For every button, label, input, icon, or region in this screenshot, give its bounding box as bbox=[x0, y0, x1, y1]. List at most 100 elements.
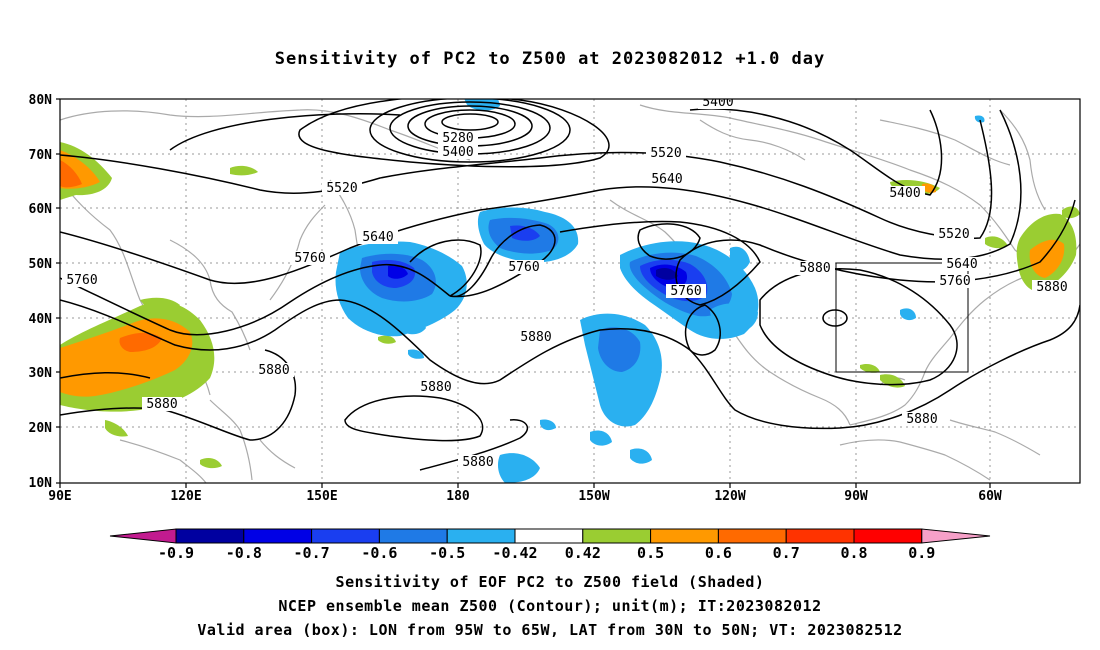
contour-label: 5880 bbox=[1036, 280, 1067, 295]
sensitivity-shading bbox=[60, 99, 1080, 483]
contour-label: 5640 bbox=[651, 172, 682, 187]
colorbar-label: 0.5 bbox=[637, 544, 664, 562]
contour-label-bg bbox=[516, 330, 556, 344]
colorbar-label: -0.42 bbox=[492, 544, 537, 562]
lon-label: 180 bbox=[446, 489, 470, 504]
contour-label: 5280 bbox=[442, 131, 473, 146]
negative-region bbox=[510, 225, 540, 241]
contour-label-bg bbox=[358, 230, 398, 244]
colorbar bbox=[109, 528, 991, 544]
lat-label: 20N bbox=[29, 421, 53, 436]
contour-label-bg bbox=[646, 146, 686, 160]
colorbar-label: 0.8 bbox=[840, 544, 867, 562]
graticule bbox=[60, 99, 1080, 483]
contour-label-bg bbox=[666, 284, 706, 298]
contour-label-bg bbox=[290, 251, 330, 265]
contour-label: 5760 bbox=[508, 260, 539, 275]
negative-region bbox=[388, 265, 408, 279]
contour-label-bg bbox=[942, 257, 982, 271]
negative-region bbox=[730, 246, 750, 271]
positive-region bbox=[119, 332, 162, 352]
colorbar-label: 0.42 bbox=[565, 544, 601, 562]
caption-shading: Sensitivity of EOF PC2 to Z500 field (Sh… bbox=[335, 573, 765, 591]
colorbar-swatch bbox=[717, 528, 787, 544]
colorbar-low-arrow bbox=[109, 528, 177, 544]
colorbar-label: -0.7 bbox=[294, 544, 330, 562]
colorbar-high-arrow bbox=[921, 528, 991, 544]
lon-label: 150E bbox=[306, 489, 337, 504]
positive-region bbox=[140, 297, 180, 313]
contour-label-bg bbox=[647, 172, 687, 186]
caption-valid-area: Valid area (box): LON from 95W to 65W, L… bbox=[197, 621, 903, 639]
colorbar-label: 0.7 bbox=[773, 544, 800, 562]
plot-title: Sensitivity of PC2 to Z500 at 2023082012… bbox=[274, 49, 826, 69]
contour-label: 5640 bbox=[946, 257, 977, 272]
lat-label: 40N bbox=[29, 312, 53, 327]
negative-region bbox=[974, 115, 985, 123]
colorbar-labels: -0.9 -0.8 -0.7 -0.6 -0.5 -0.42 0.42 0.5 0.6 0.7 0.… bbox=[158, 544, 935, 562]
colorbar-swatch bbox=[243, 528, 313, 544]
contour-label: 5400 bbox=[889, 186, 920, 201]
colorbar-swatch bbox=[175, 528, 245, 544]
negative-region bbox=[710, 303, 758, 334]
positive-region bbox=[230, 165, 258, 176]
positive-region bbox=[200, 458, 222, 469]
contour-label-bg bbox=[504, 260, 544, 274]
colorbar-swatch bbox=[446, 528, 516, 544]
contour-label-bg bbox=[934, 227, 974, 241]
lat-label: 50N bbox=[29, 257, 53, 272]
contour-label: 5880 bbox=[258, 363, 289, 378]
colorbar-swatch bbox=[853, 528, 923, 544]
positive-region bbox=[985, 236, 1008, 249]
negative-region bbox=[540, 419, 556, 431]
contour-label: 5880 bbox=[146, 397, 177, 412]
colorbar-label: -0.9 bbox=[158, 544, 194, 562]
contour-label: 5760 bbox=[939, 274, 970, 289]
negative-region bbox=[630, 448, 652, 464]
negative-region bbox=[900, 308, 916, 321]
lon-label: 120E bbox=[170, 489, 201, 504]
z500-contours bbox=[60, 99, 1080, 471]
lat-label: 10N bbox=[29, 476, 53, 491]
negative-region bbox=[408, 349, 424, 359]
contour-label: 5880 bbox=[906, 412, 937, 427]
contour-label-bg bbox=[795, 261, 835, 275]
contour-labels: 5280540054005400552055205520564056405640… bbox=[62, 95, 1072, 470]
negative-region bbox=[656, 268, 678, 280]
contour-label-bg bbox=[416, 380, 456, 394]
negative-region bbox=[598, 327, 641, 372]
contour-label: 5760 bbox=[294, 251, 325, 266]
contour-label: 5400 bbox=[702, 95, 733, 110]
contour-label: 5760 bbox=[670, 284, 701, 299]
lon-label: 120W bbox=[714, 489, 745, 504]
contour-label: 5880 bbox=[799, 261, 830, 276]
colorbar-swatch bbox=[378, 528, 448, 544]
positive-region bbox=[60, 160, 82, 188]
contour-label-bg bbox=[902, 412, 942, 426]
contour-label-bg bbox=[438, 145, 478, 159]
contour-label-bg bbox=[254, 363, 294, 377]
negative-region bbox=[400, 316, 426, 335]
colorbar-label: 0.9 bbox=[908, 544, 935, 562]
positive-region bbox=[105, 420, 128, 437]
lat-label: 60N bbox=[29, 202, 53, 217]
lon-label: 90E bbox=[48, 489, 71, 504]
contour-label: 5400 bbox=[442, 145, 473, 160]
contour-label: 5640 bbox=[362, 230, 393, 245]
colorbar-label: -0.5 bbox=[429, 544, 465, 562]
contour-label-bg bbox=[142, 397, 182, 411]
lat-label: 70N bbox=[29, 148, 53, 163]
colorbar-swatch bbox=[311, 528, 380, 544]
negative-region bbox=[497, 453, 540, 483]
contour-label-bg bbox=[935, 274, 975, 288]
caption-contour: NCEP ensemble mean Z500 (Contour); unit(… bbox=[278, 597, 822, 615]
contour-label-bg bbox=[458, 455, 498, 469]
colorbar-swatch bbox=[514, 528, 584, 544]
contour-label-bg bbox=[438, 131, 478, 145]
lat-label: 30N bbox=[29, 366, 53, 381]
colorbar-swatch bbox=[785, 528, 855, 544]
colorbar-swatch bbox=[650, 528, 719, 544]
lon-label: 90W bbox=[844, 489, 868, 504]
colorbar-label: -0.8 bbox=[226, 544, 262, 562]
